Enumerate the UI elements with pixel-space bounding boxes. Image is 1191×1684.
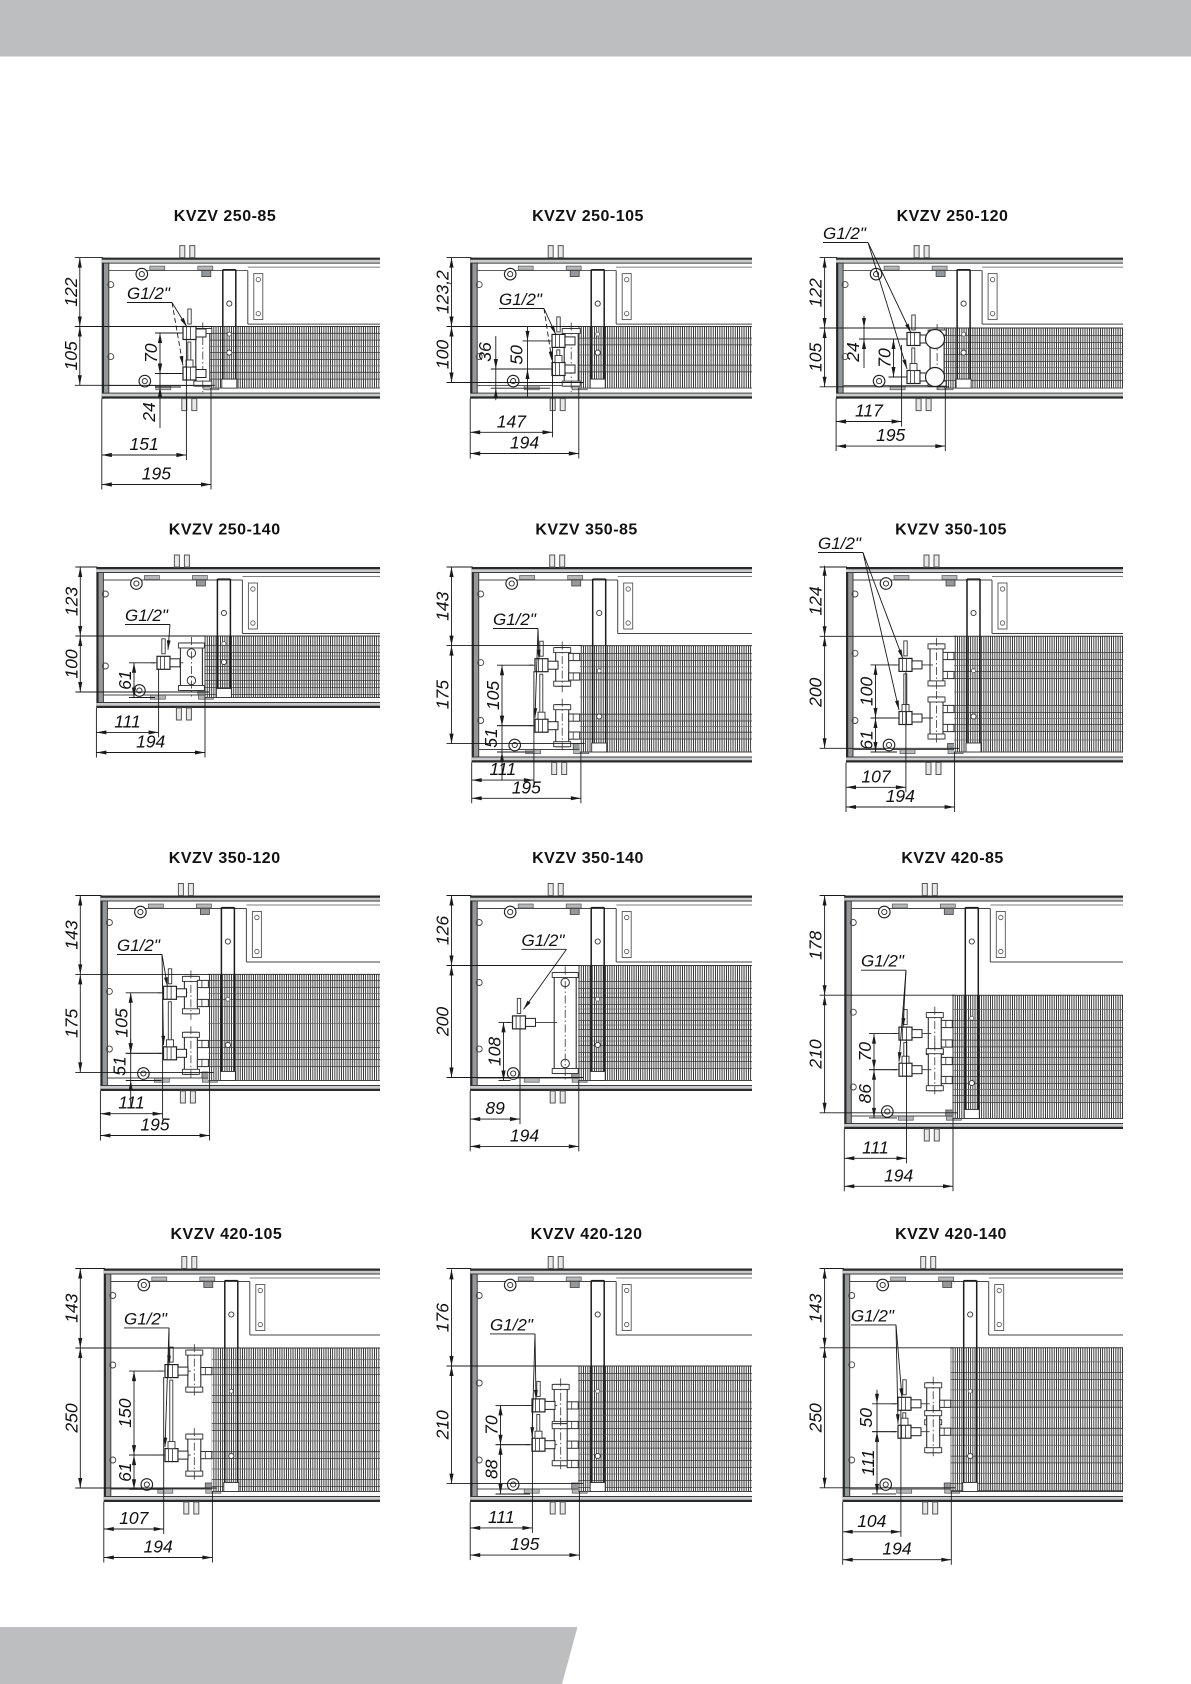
svg-text:70: 70 <box>141 343 161 363</box>
svg-text:195: 195 <box>512 777 541 797</box>
svg-text:KVZV 350-105: KVZV 350-105 <box>895 522 1007 539</box>
svg-text:KVZV 250-120: KVZV 250-120 <box>897 208 1009 225</box>
svg-text:G1/2": G1/2" <box>127 284 171 303</box>
svg-text:108: 108 <box>485 1037 505 1066</box>
svg-text:KVZV 420-120: KVZV 420-120 <box>531 1226 643 1243</box>
svg-text:KVZV 250-85: KVZV 250-85 <box>174 208 276 225</box>
svg-text:G1/2": G1/2" <box>117 936 161 955</box>
svg-text:194: 194 <box>510 433 539 453</box>
svg-text:KVZV 250-140: KVZV 250-140 <box>169 522 281 539</box>
svg-text:151: 151 <box>129 434 158 454</box>
svg-text:KVZV 350-120: KVZV 350-120 <box>169 850 281 867</box>
svg-text:250: 250 <box>806 1403 826 1433</box>
svg-text:117: 117 <box>855 401 884 421</box>
svg-text:KVZV 350-140: KVZV 350-140 <box>532 850 644 867</box>
svg-text:195: 195 <box>510 1534 539 1554</box>
svg-text:G1/2": G1/2" <box>125 606 169 625</box>
svg-text:G1/2": G1/2" <box>493 610 537 629</box>
svg-text:143: 143 <box>806 1293 826 1322</box>
svg-text:143: 143 <box>61 920 81 949</box>
svg-text:51: 51 <box>110 1056 130 1075</box>
svg-text:70: 70 <box>482 1415 502 1435</box>
svg-text:107: 107 <box>861 766 891 786</box>
svg-text:89: 89 <box>485 1098 505 1118</box>
svg-text:194: 194 <box>136 732 165 752</box>
svg-text:G1/2": G1/2" <box>861 952 905 971</box>
svg-text:200: 200 <box>806 677 826 707</box>
svg-text:175: 175 <box>61 1009 81 1038</box>
svg-text:111: 111 <box>862 1137 889 1157</box>
svg-text:105: 105 <box>806 343 826 372</box>
svg-text:50: 50 <box>856 1408 876 1428</box>
svg-text:143: 143 <box>61 1293 81 1322</box>
svg-text:176: 176 <box>433 1303 453 1332</box>
svg-text:150: 150 <box>115 1398 135 1427</box>
svg-text:KVZV 420-105: KVZV 420-105 <box>170 1226 282 1243</box>
svg-text:KVZV 420-140: KVZV 420-140 <box>895 1226 1007 1243</box>
svg-text:111: 111 <box>489 759 516 779</box>
svg-text:111: 111 <box>858 1449 878 1476</box>
svg-text:105: 105 <box>61 341 81 370</box>
svg-text:107: 107 <box>119 1508 149 1528</box>
svg-text:194: 194 <box>143 1537 172 1557</box>
svg-text:G1/2": G1/2" <box>823 224 867 243</box>
svg-text:36: 36 <box>475 342 495 362</box>
svg-text:200: 200 <box>433 1007 453 1037</box>
svg-text:126: 126 <box>433 916 453 945</box>
svg-text:61: 61 <box>857 730 877 749</box>
svg-text:51: 51 <box>481 728 501 747</box>
svg-text:123: 123 <box>61 587 81 616</box>
svg-text:250: 250 <box>61 1403 81 1433</box>
svg-text:147: 147 <box>497 411 527 431</box>
svg-text:111: 111 <box>488 1507 515 1527</box>
svg-text:104: 104 <box>857 1511 886 1531</box>
svg-text:86: 86 <box>855 1084 875 1104</box>
svg-text:195: 195 <box>140 1115 169 1135</box>
svg-text:194: 194 <box>886 786 915 806</box>
svg-text:105: 105 <box>483 681 503 710</box>
svg-text:G1/2": G1/2" <box>851 1306 895 1325</box>
svg-text:111: 111 <box>118 1093 145 1113</box>
svg-text:194: 194 <box>510 1125 539 1145</box>
svg-text:111: 111 <box>114 711 141 731</box>
svg-text:100: 100 <box>433 340 453 369</box>
svg-text:195: 195 <box>142 464 171 484</box>
svg-text:KVZV 250-105: KVZV 250-105 <box>532 208 644 225</box>
svg-text:143: 143 <box>433 591 453 620</box>
svg-text:24: 24 <box>843 342 863 363</box>
svg-text:88: 88 <box>482 1459 502 1479</box>
svg-text:210: 210 <box>433 1410 453 1440</box>
svg-text:G1/2": G1/2" <box>522 931 566 950</box>
svg-text:210: 210 <box>806 1039 826 1069</box>
svg-text:123,2: 123,2 <box>433 270 453 314</box>
svg-text:194: 194 <box>882 1539 911 1559</box>
svg-text:70: 70 <box>875 348 895 368</box>
svg-text:G1/2": G1/2" <box>818 534 862 553</box>
svg-text:61: 61 <box>115 670 135 689</box>
svg-text:KVZV 350-85: KVZV 350-85 <box>535 522 637 539</box>
svg-text:G1/2": G1/2" <box>490 1315 534 1334</box>
svg-text:KVZV 420-85: KVZV 420-85 <box>901 850 1003 867</box>
svg-text:122: 122 <box>61 277 81 306</box>
svg-text:G1/2": G1/2" <box>124 1309 168 1328</box>
svg-text:100: 100 <box>857 677 877 706</box>
svg-text:G1/2": G1/2" <box>499 290 543 309</box>
svg-text:178: 178 <box>806 931 826 960</box>
svg-text:175: 175 <box>433 680 453 709</box>
svg-text:61: 61 <box>115 1462 135 1481</box>
svg-text:100: 100 <box>61 649 81 678</box>
svg-text:70: 70 <box>855 1042 875 1062</box>
svg-text:194: 194 <box>884 1165 913 1185</box>
svg-text:122: 122 <box>806 278 826 307</box>
svg-text:105: 105 <box>112 1008 132 1037</box>
svg-text:50: 50 <box>507 345 527 365</box>
svg-text:195: 195 <box>876 425 905 445</box>
svg-text:24: 24 <box>139 402 159 423</box>
svg-text:124: 124 <box>806 586 826 615</box>
